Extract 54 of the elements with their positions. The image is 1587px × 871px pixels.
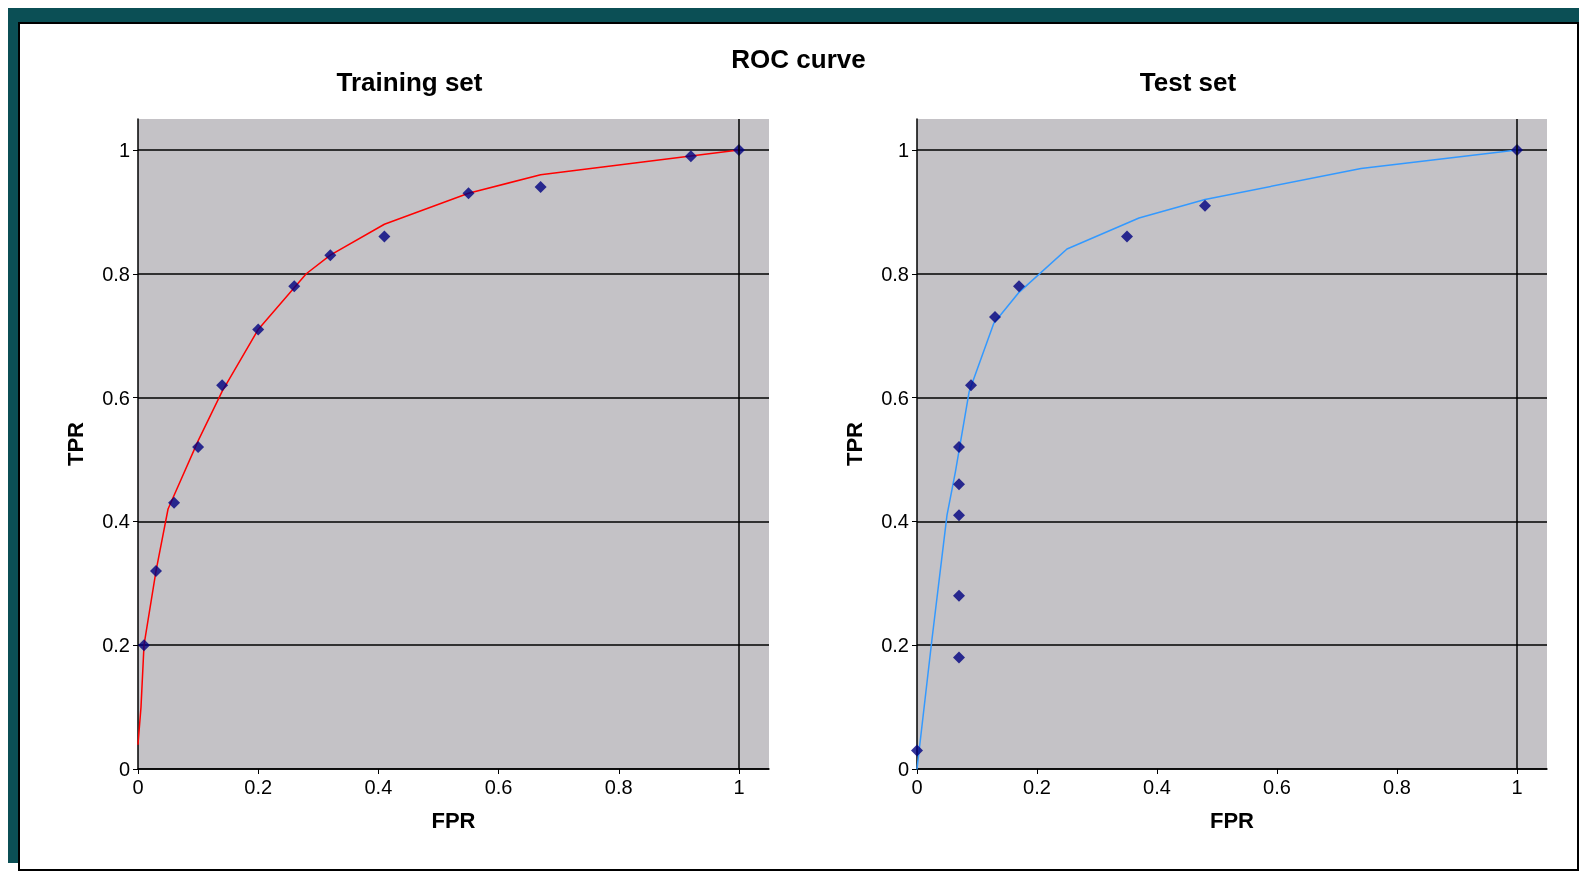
y-tick-label: 0.2 — [881, 634, 909, 657]
point — [953, 589, 965, 602]
point — [288, 280, 301, 293]
x-tick-label: 0.6 — [1263, 776, 1291, 798]
chart-title: Test set — [1139, 67, 1237, 97]
x-tick-label: 0.4 — [1143, 776, 1171, 798]
point — [252, 323, 265, 336]
y-tick-label: 0.4 — [881, 510, 909, 533]
y-tick-label: 1 — [118, 138, 130, 161]
y-tick-label: 0.2 — [102, 634, 130, 657]
point — [953, 651, 965, 664]
point — [216, 379, 229, 392]
point — [324, 249, 337, 262]
y-axis-title: TPR — [841, 421, 867, 466]
point — [684, 150, 697, 163]
y-tick-label: 0.4 — [102, 510, 130, 533]
text: ROC curve — [731, 44, 866, 74]
point — [953, 509, 965, 522]
y-tick-label: 0.8 — [881, 262, 909, 285]
point — [168, 496, 181, 509]
x-tick-label: 0.8 — [1383, 776, 1411, 798]
x-axis-title: FPR — [1210, 807, 1255, 833]
y-tick-label: 0 — [118, 758, 130, 780]
point — [911, 744, 923, 757]
point — [534, 181, 547, 194]
x-tick-label: 0.6 — [484, 776, 513, 798]
chart-title: Training set — [336, 67, 483, 97]
x-tick-label: 1 — [1511, 776, 1523, 798]
point — [965, 379, 977, 392]
y-axis-title: TPR — [62, 421, 88, 466]
point — [989, 311, 1001, 324]
x-tick-label: 0.2 — [1023, 776, 1051, 798]
y-tick-label: 0 — [897, 758, 909, 780]
y-tick-label: 1 — [897, 138, 909, 161]
point — [1199, 199, 1211, 212]
point — [378, 230, 391, 243]
y-tick-label: 0.6 — [881, 386, 909, 409]
y-tick-label: 0.6 — [102, 386, 130, 409]
point — [953, 478, 965, 491]
x-tick-label: 1 — [733, 776, 745, 798]
x-tick-label: 0 — [911, 776, 923, 798]
point — [462, 187, 475, 200]
point — [138, 639, 151, 652]
point — [1013, 280, 1025, 293]
point — [953, 441, 965, 454]
x-tick-label: 0 — [132, 776, 144, 798]
x-tick-label: 0.2 — [244, 776, 273, 798]
x-tick-label: 0.4 — [364, 776, 393, 798]
point — [192, 441, 205, 454]
y-tick-label: 0.8 — [102, 262, 130, 285]
x-tick-label: 0.8 — [604, 776, 633, 798]
point — [150, 564, 163, 577]
x-axis-title: FPR — [431, 807, 476, 833]
point — [1121, 230, 1133, 243]
